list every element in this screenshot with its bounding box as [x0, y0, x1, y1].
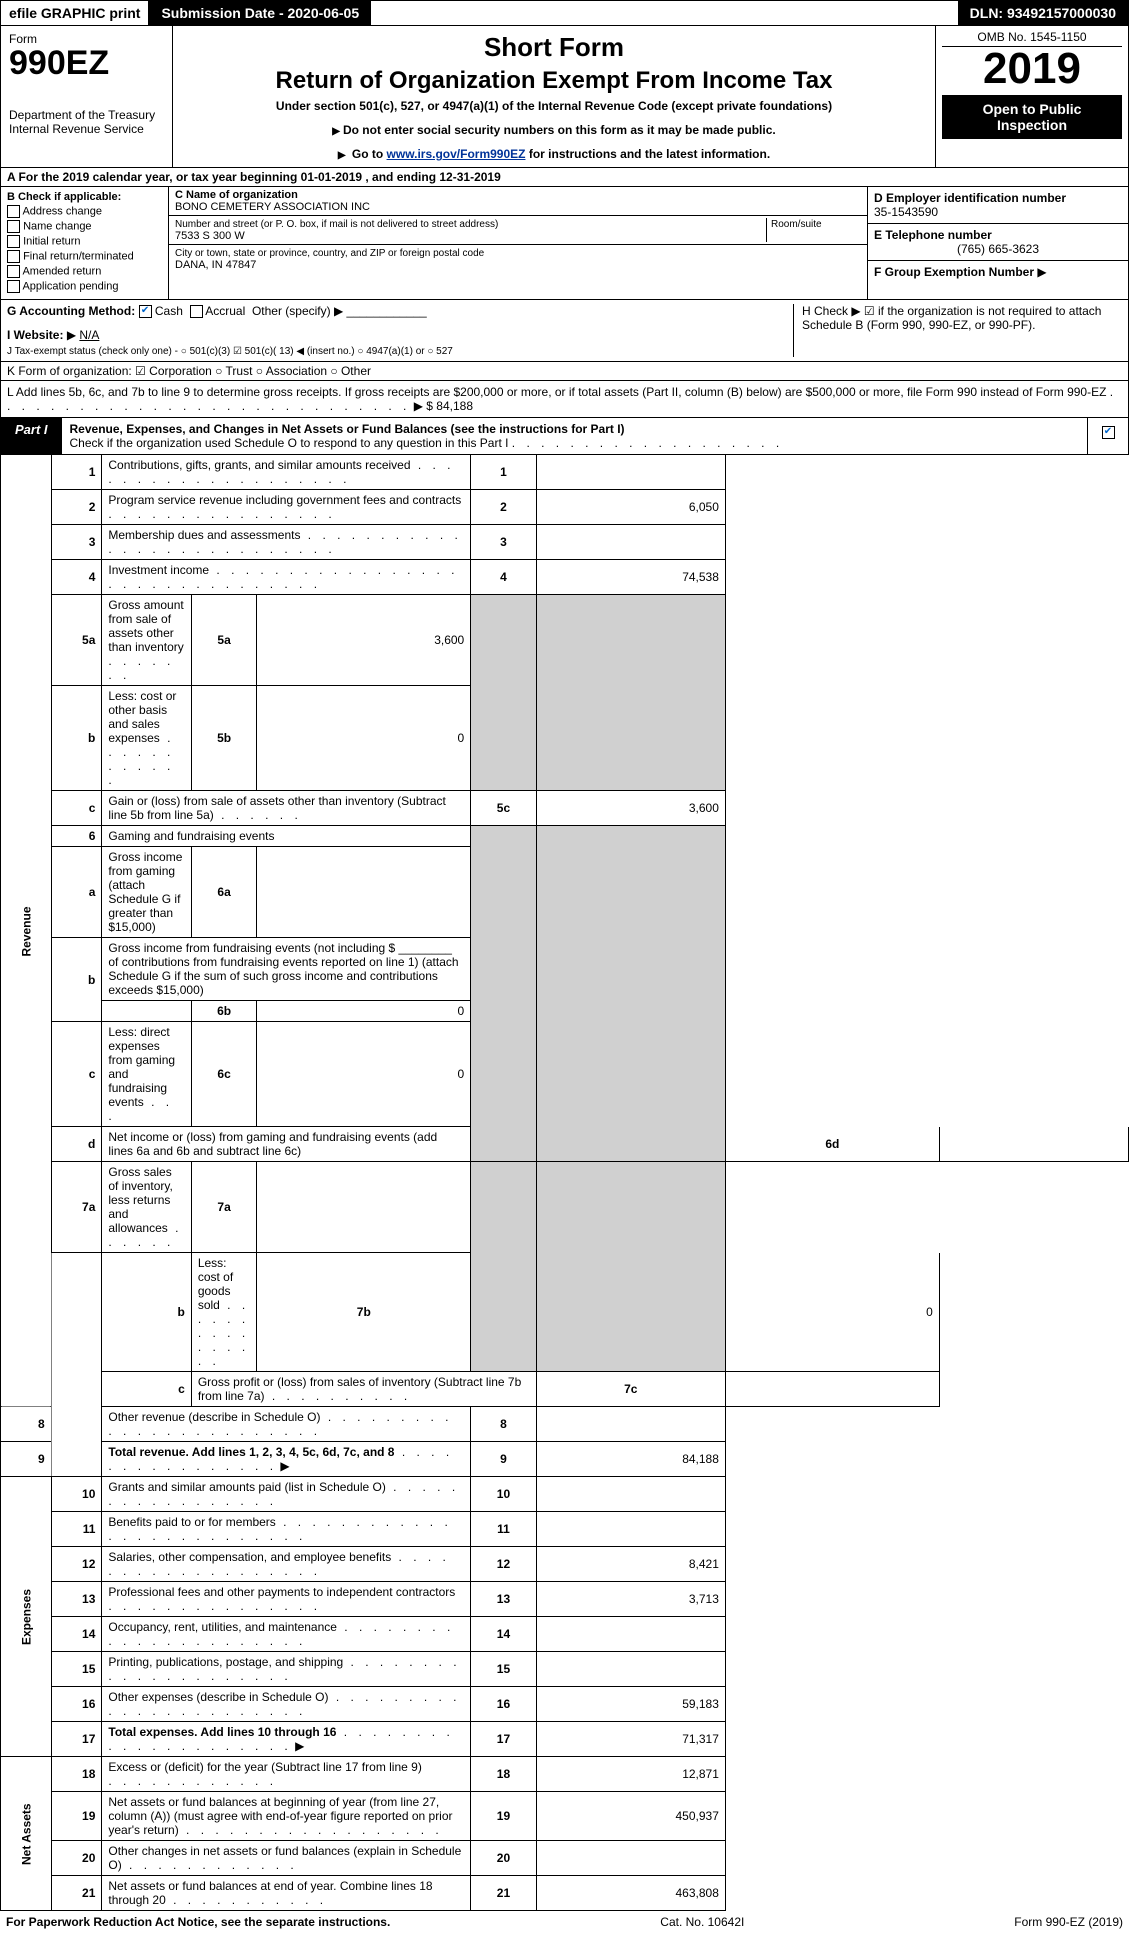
chk-schedule-o[interactable]: [1102, 426, 1115, 439]
part1-header: Part I Revenue, Expenses, and Changes in…: [0, 418, 1129, 455]
website-value: N/A: [79, 328, 99, 342]
submission-date: Submission Date - 2020-06-05: [149, 1, 371, 25]
room-label: Room/suite: [771, 219, 822, 230]
line-h: H Check ▶ ☑ if the organization is not r…: [793, 304, 1122, 357]
street-address: 7533 S 300 W: [175, 230, 245, 242]
chk-initial[interactable]: [7, 235, 20, 248]
expenses-side-label: Expenses: [1, 1477, 52, 1757]
subtitle: Under section 501(c), 527, or 4947(a)(1)…: [181, 99, 927, 113]
page-footer: For Paperwork Reduction Act Notice, see …: [0, 1911, 1129, 1933]
chk-address[interactable]: [7, 205, 20, 218]
dept-treasury: Department of the Treasury: [9, 108, 164, 122]
paperwork-notice: For Paperwork Reduction Act Notice, see …: [6, 1915, 390, 1929]
box-right: D Employer identification number 35-1543…: [867, 187, 1128, 299]
group-exemption-label: F Group Exemption Number: [874, 265, 1034, 279]
goto-pre: Go to: [352, 147, 387, 161]
line-l-row: L Add lines 5b, 6c, and 7b to line 9 to …: [0, 381, 1129, 418]
chk-name[interactable]: [7, 220, 20, 233]
line-j: J Tax-exempt status (check only one) - ○…: [7, 346, 773, 357]
line-g-label: G Accounting Method:: [7, 304, 135, 318]
form-number: 990EZ: [9, 46, 164, 80]
city-state-zip: DANA, IN 47847: [175, 259, 256, 271]
chk-amended[interactable]: [7, 265, 20, 278]
org-label: C Name of organization: [175, 189, 298, 201]
box-b: B Check if applicable: Address change Na…: [1, 187, 169, 299]
dot-leader: . . . . . . . . . . . . . . . . . . .: [512, 436, 783, 450]
arrow-icon: ▶: [334, 304, 343, 318]
line-g-h-row: G Accounting Method: Cash Accrual Other …: [0, 300, 1129, 362]
arrow-icon: [338, 147, 349, 161]
chk-final[interactable]: [7, 250, 20, 263]
box-b-label: B Check if applicable:: [7, 191, 121, 203]
main-title: Return of Organization Exempt From Incom…: [181, 67, 927, 95]
phone-value: (765) 665-3623: [874, 242, 1122, 256]
efile-label[interactable]: efile GRAPHIC print: [1, 1, 149, 25]
short-form-title: Short Form: [181, 32, 927, 63]
part1-title: Revenue, Expenses, and Changes in Net As…: [70, 422, 625, 436]
form-ref: Form 990-EZ (2019): [1014, 1915, 1123, 1929]
city-label: City or town, state or province, country…: [175, 248, 484, 259]
line-i-label: I Website:: [7, 328, 63, 342]
line-k: K Form of organization: ☑ Corporation ○ …: [0, 362, 1129, 381]
chk-cash[interactable]: [139, 305, 152, 318]
arrow-icon: ▶: [67, 328, 76, 342]
arrow-icon: ▶: [1037, 265, 1046, 279]
ein-label: D Employer identification number: [874, 191, 1066, 205]
chk-pending[interactable]: [7, 280, 20, 293]
open-public: Open to Public Inspection: [942, 95, 1122, 139]
arrow-icon: [332, 123, 343, 137]
revenue-table: Revenue 1 Contributions, gifts, grants, …: [0, 455, 1129, 1911]
revenue-side-label: Revenue: [1, 455, 52, 1407]
line-l-value: ▶ $ 84,188: [414, 399, 473, 413]
goto-post: for instructions and the latest informat…: [525, 147, 770, 161]
part1-check-text: Check if the organization used Schedule …: [70, 436, 509, 450]
irs-label: Internal Revenue Service: [9, 122, 164, 136]
chk-accrual[interactable]: [190, 305, 203, 318]
net-assets-side-label: Net Assets: [1, 1757, 52, 1911]
phone-label: E Telephone number: [874, 228, 992, 242]
top-bar: efile GRAPHIC print Submission Date - 20…: [0, 0, 1129, 26]
ssn-warning: Do not enter social security numbers on …: [343, 123, 776, 137]
irs-link[interactable]: www.irs.gov/Form990EZ: [387, 147, 526, 161]
part1-label: Part I: [1, 418, 62, 454]
line-l-text: L Add lines 5b, 6c, and 7b to line 9 to …: [7, 385, 1106, 399]
catalog-number: Cat. No. 10642I: [660, 1915, 744, 1929]
dln-label: DLN: 93492157000030: [958, 1, 1128, 25]
form-header: Form 990EZ Department of the Treasury In…: [0, 26, 1129, 168]
info-block: B Check if applicable: Address change Na…: [0, 187, 1129, 300]
box-c: C Name of organization BONO CEMETERY ASS…: [169, 187, 867, 299]
ein-value: 35-1543590: [874, 205, 938, 219]
addr-label: Number and street (or P. O. box, if mail…: [175, 219, 498, 230]
tax-year: 2019: [942, 47, 1122, 91]
line-a: A For the 2019 calendar year, or tax yea…: [0, 168, 1129, 187]
org-name: BONO CEMETERY ASSOCIATION INC: [175, 201, 370, 213]
